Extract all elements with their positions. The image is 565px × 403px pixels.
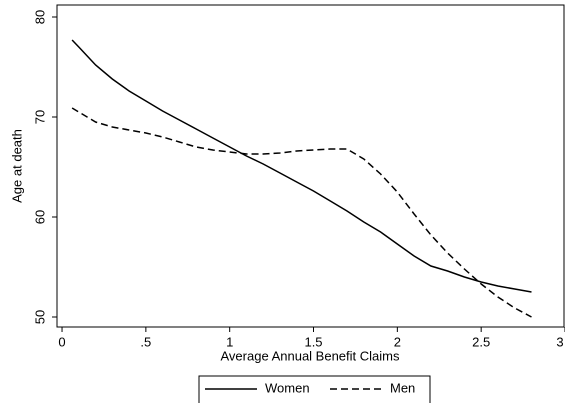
legend-label: Men: [390, 380, 415, 395]
x-tick-label: 3: [556, 334, 563, 349]
line-series: [71, 39, 532, 293]
y-tick-label: 60: [32, 210, 47, 224]
legend-label: Women: [265, 380, 310, 395]
plot-frame: [56, 4, 565, 328]
x-tick-label: 2.5: [472, 334, 490, 349]
x-tick-label: .5: [140, 334, 151, 349]
x-tick-label: 1.5: [304, 334, 322, 349]
x-tick-label: 2: [394, 334, 401, 349]
y-tick-label: 80: [32, 10, 47, 24]
x-tick-label: 0: [58, 334, 65, 349]
x-tick-label: 1: [226, 334, 233, 349]
y-tick-label: 50: [32, 310, 47, 324]
y-tick-label: 70: [32, 110, 47, 124]
line-series: [71, 107, 532, 318]
y-axis-title: Age at death: [9, 129, 24, 203]
x-axis-title: Average Annual Benefit Claims: [221, 348, 400, 363]
